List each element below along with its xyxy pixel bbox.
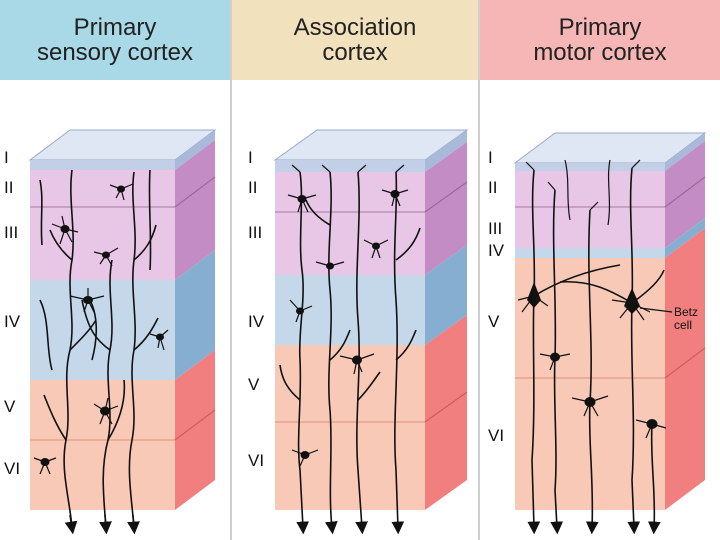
motor-neurons xyxy=(527,167,665,535)
panel-title-primary-motor: Primary motor cortex xyxy=(480,0,720,80)
association-layer-II-III xyxy=(275,172,425,275)
layer-label-panel1-II: II xyxy=(4,178,13,197)
panel-primary-sensory-cortex: Primary sensory cortex xyxy=(0,0,232,540)
layer-label-panel1-III: III xyxy=(4,223,18,242)
layer-label-panel3-IV: IV xyxy=(488,241,505,260)
association-neurons xyxy=(279,171,421,535)
betz-cell-pointer xyxy=(639,307,673,313)
sensory-layer-II-III xyxy=(30,170,175,280)
sensory-column-block xyxy=(28,129,217,510)
motor-dendrites xyxy=(517,159,667,439)
betz-cell-label: Betz xyxy=(674,305,698,319)
layer-label-panel1-I: I xyxy=(4,148,9,167)
association-layer-I xyxy=(275,160,425,172)
motor-layer-I xyxy=(515,163,665,171)
panel-title-primary-sensory: Primary sensory cortex xyxy=(0,0,230,80)
association-layer-V-VI xyxy=(275,345,425,510)
layer-label-panel3-III: III xyxy=(488,219,502,238)
sensory-neurons xyxy=(39,169,159,535)
layer-label-panel2-II: II xyxy=(248,178,257,197)
layer-label-panel2-I: I xyxy=(248,148,253,167)
betz-cell-label: cell xyxy=(674,318,692,332)
layer-label-panel1-VI: VI xyxy=(4,459,20,478)
layer-labels: IIIIIIIVVVIIIIIIIIVVVIIIIIIIIVVVIBetzcel… xyxy=(4,148,698,478)
layer-label-panel2-VI: VI xyxy=(248,451,264,470)
sensory-layer-I xyxy=(30,160,175,170)
panel-title-association: Association cortex xyxy=(232,0,478,80)
association-dendrites xyxy=(287,164,409,467)
sensory-layer-IV xyxy=(30,280,175,380)
layer-label-panel2-IV: IV xyxy=(248,312,265,331)
layer-label-panel3-VI: VI xyxy=(488,426,504,445)
layer-label-panel1-IV: IV xyxy=(4,312,21,331)
panel-association-cortex: Association cortex xyxy=(232,0,480,540)
motor-layer-IV xyxy=(515,248,665,258)
layer-label-panel2-V: V xyxy=(248,375,260,394)
sensory-dendrites xyxy=(33,183,169,475)
layer-label-panel3-I: I xyxy=(488,148,493,167)
layer-label-panel2-III: III xyxy=(248,223,262,242)
layer-label-panel3-II: II xyxy=(488,178,497,197)
layer-label-panel3-V: V xyxy=(488,312,500,331)
layer-label-panel1-V: V xyxy=(4,397,16,416)
panel-primary-motor-cortex: Primary motor cortex xyxy=(480,0,720,540)
sensory-layer-V-VI xyxy=(30,380,175,510)
